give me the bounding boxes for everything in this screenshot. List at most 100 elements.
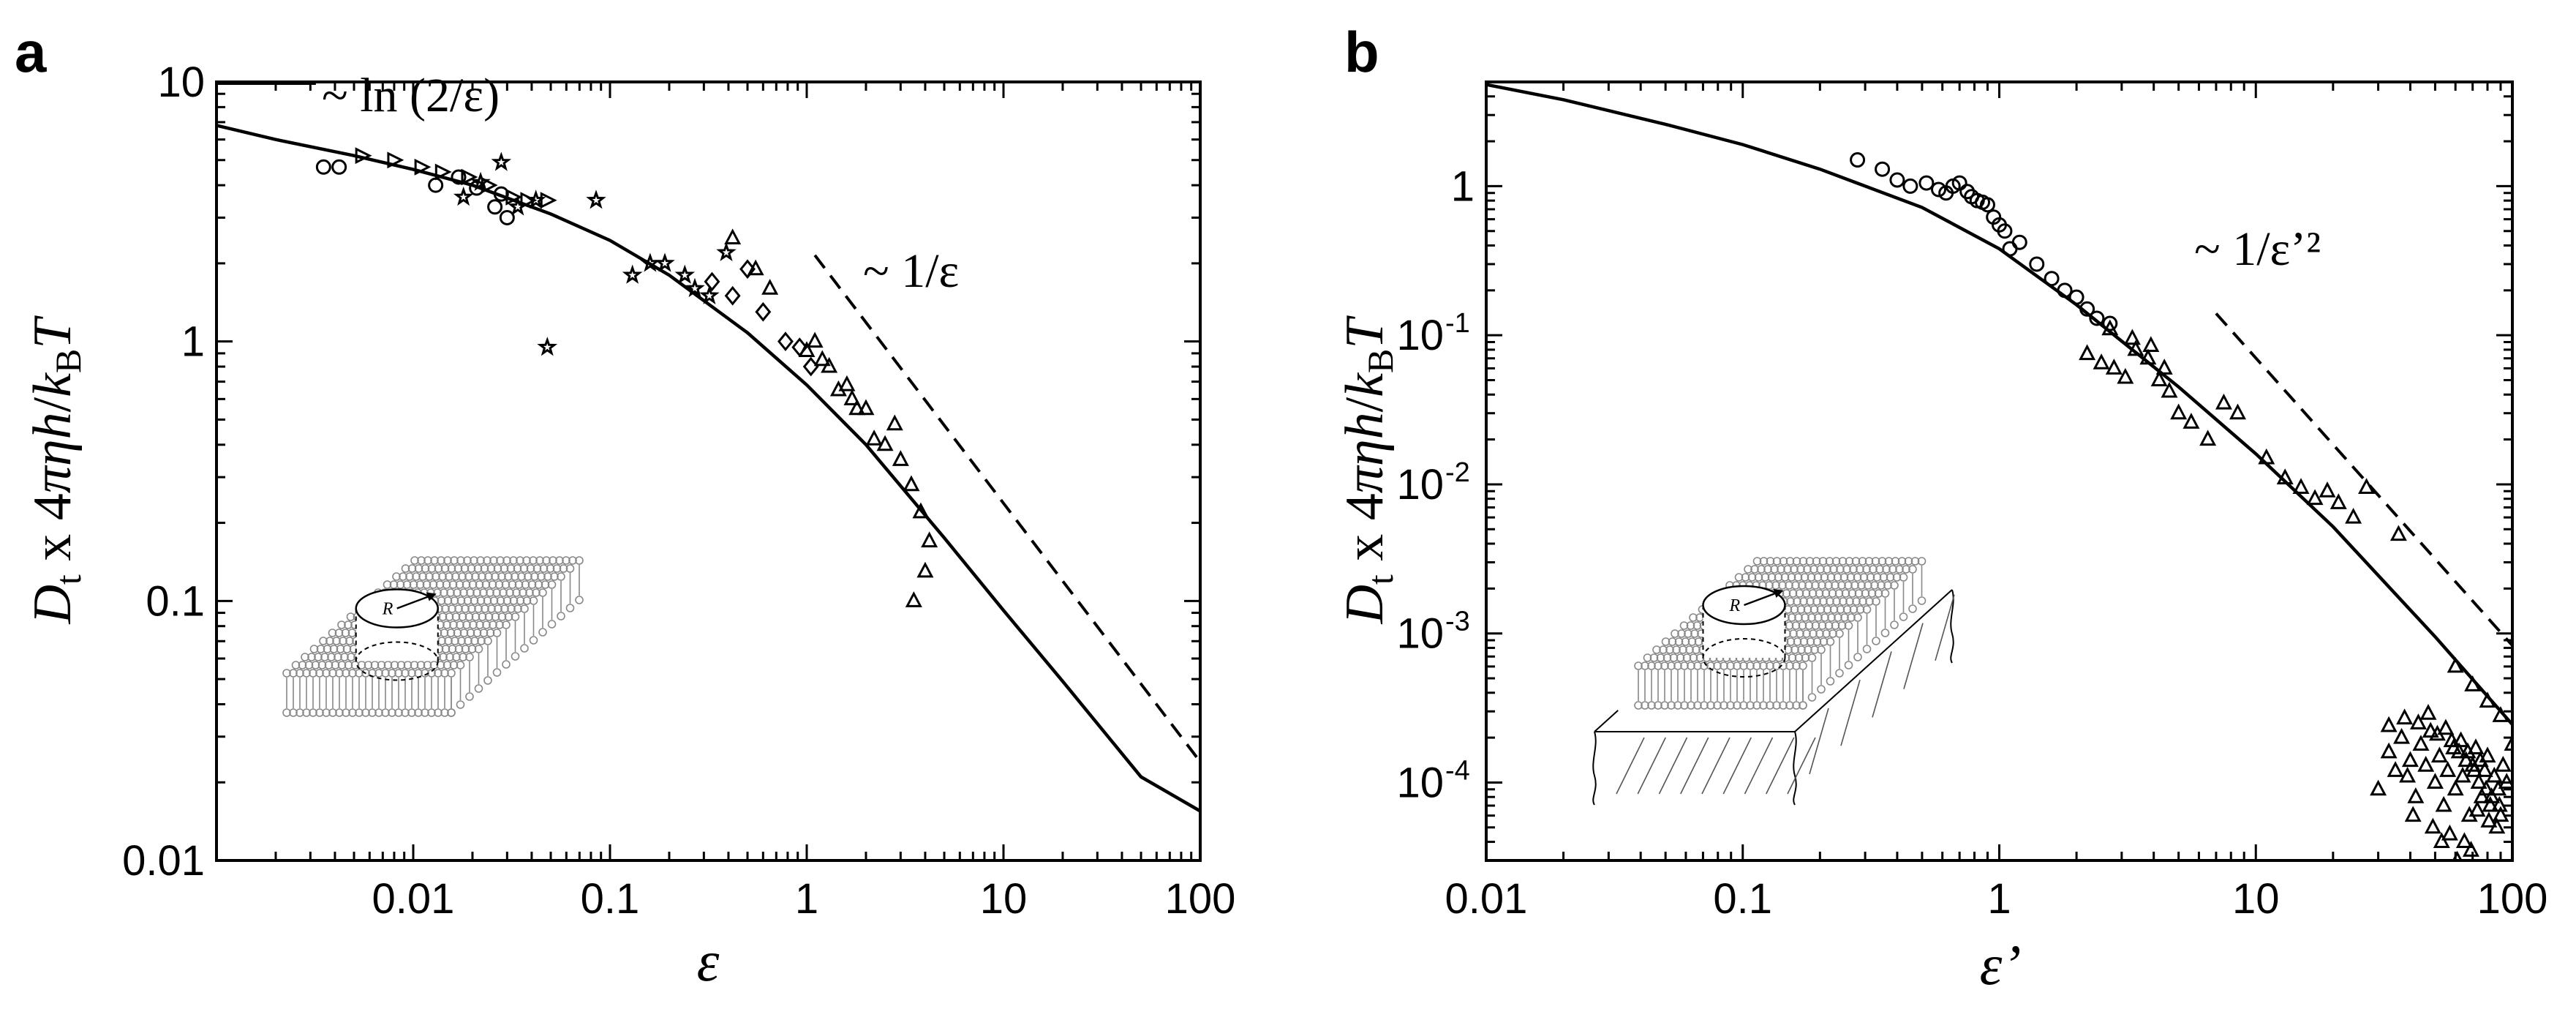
- lipid-head: [1759, 557, 1769, 566]
- lipid-head: [1874, 589, 1883, 598]
- lipid-head: [459, 629, 469, 637]
- lipid-head: [492, 588, 501, 597]
- lipid-head: [478, 572, 486, 581]
- lipid-head: [527, 580, 537, 589]
- lipid-head: [396, 661, 406, 669]
- lipid-head: [1837, 581, 1846, 590]
- data-point-triangles-cluster: [2473, 787, 2490, 803]
- lipid-head: [1774, 573, 1783, 582]
- lipid-head: [1858, 557, 1867, 566]
- lipid-head: [1892, 573, 1902, 582]
- data-point-circles: [2044, 271, 2060, 287]
- lipid-head: [502, 556, 511, 565]
- data-point-triangles: [2464, 675, 2482, 691]
- lipid-head: [334, 629, 344, 637]
- lipid-head: [1680, 701, 1689, 710]
- lipid-head: [488, 580, 497, 589]
- data-point-circles: [499, 209, 515, 225]
- lipid-head: [464, 572, 473, 581]
- lipid-head: [1831, 621, 1840, 630]
- data-point-triangles: [2276, 468, 2294, 485]
- substrate-hatch: [1701, 737, 1730, 795]
- lipid-head: [392, 572, 401, 581]
- lipid-head: [407, 669, 416, 678]
- lipid-head: [500, 564, 509, 573]
- lipid-head: [483, 596, 492, 605]
- lipid-head: [1817, 685, 1826, 694]
- lipid-head: [1823, 605, 1832, 614]
- lipid-head: [1813, 573, 1823, 582]
- substrate-hatch: [1903, 623, 1924, 689]
- lipid-head: [1835, 669, 1844, 678]
- lipid-head: [1693, 661, 1702, 670]
- lipid-head: [455, 580, 464, 589]
- y-tick-label: 0.01: [122, 837, 205, 885]
- lipid-head: [446, 588, 455, 597]
- lipid-head: [1818, 621, 1827, 630]
- lipid-head: [1809, 565, 1818, 574]
- lipid-head: [1797, 645, 1806, 654]
- lipid-head: [1804, 581, 1813, 590]
- y-tick-label: 1: [1451, 162, 1475, 210]
- lipid-head: [1809, 629, 1818, 638]
- lipid-head: [425, 572, 434, 581]
- lipid-head: [1814, 613, 1823, 622]
- lipid-head: [374, 669, 383, 678]
- annotation-inverse-square: ~ 1/ε’²: [2194, 222, 2321, 276]
- lipid-head: [1844, 621, 1853, 630]
- lipid-head: [1801, 613, 1809, 622]
- lipid-head: [464, 612, 474, 621]
- lipid-head: [1856, 605, 1865, 614]
- data-point-triangles: [2447, 656, 2464, 673]
- lipid-head: [1872, 573, 1882, 582]
- lipid-head: [1752, 701, 1761, 710]
- lipid-head: [538, 628, 547, 637]
- lipid-head: [507, 604, 516, 613]
- lipid-head: [483, 637, 492, 645]
- lipid-head: [471, 612, 481, 621]
- lipid-head: [1899, 612, 1908, 621]
- lipid-head: [471, 572, 480, 581]
- lipid-head: [1807, 613, 1816, 622]
- lipid-head: [319, 637, 328, 645]
- lipid-head: [1783, 565, 1792, 574]
- lipid-head: [1872, 637, 1880, 645]
- lipid-head: [522, 556, 531, 565]
- lipid-head: [440, 708, 449, 717]
- data-point-triangles: [916, 561, 934, 578]
- lipid-head: [337, 620, 346, 629]
- lipid-head: [1854, 589, 1864, 598]
- lipid-head: [1809, 605, 1819, 614]
- lipid-head: [340, 653, 349, 661]
- y-tick-label: 0.1: [146, 577, 205, 625]
- lipid-head: [1752, 557, 1762, 566]
- lipid-head: [1817, 645, 1826, 654]
- lipid-head: [437, 556, 445, 565]
- lipid-head: [458, 612, 467, 621]
- lipid-head: [1917, 557, 1927, 566]
- lipid-head: [1831, 557, 1841, 566]
- lipid-head: [1839, 573, 1849, 582]
- lipid-head: [1754, 573, 1763, 582]
- lipid-head: [1831, 581, 1839, 590]
- lipid-head: [324, 661, 334, 669]
- lipid-head: [1847, 613, 1856, 622]
- data-point-triangles: [761, 279, 779, 295]
- lipid-head: [389, 580, 399, 589]
- lipid-head: [1824, 581, 1833, 590]
- panel-a: a R 0.01 0.1 1 10 100 0.01 0.1 1 10 ~ ln (2/ε) ~…: [15, 20, 1235, 993]
- lipid-head: [1864, 581, 1872, 590]
- lipid-head: [348, 669, 357, 678]
- radius-arrowhead: [1773, 589, 1784, 598]
- data-point-triangles: [2155, 359, 2173, 375]
- lipid-head: [491, 612, 500, 621]
- lipid-head: [470, 596, 479, 605]
- lipid-head: [1801, 589, 1811, 598]
- data-point-circles: [2068, 289, 2084, 305]
- lipid-head: [438, 612, 448, 621]
- lipid-head: [466, 629, 475, 637]
- data-point-stars: [453, 186, 474, 206]
- data-point-triangles: [838, 375, 856, 391]
- lipid-head: [475, 620, 484, 629]
